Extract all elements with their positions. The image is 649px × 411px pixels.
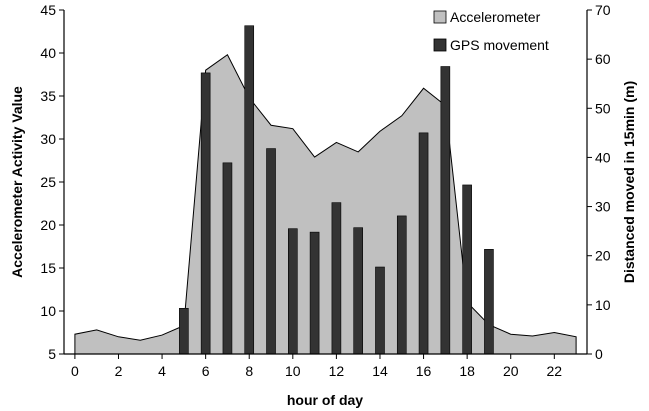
gps-bar [418,132,429,355]
x-tick-label: 4 [158,363,166,379]
y-axis-left-title: Accelerometer Activity Value [9,86,25,278]
legend-label-accelerometer: Accelerometer [450,9,541,25]
gps-bar [309,231,320,355]
x-tick-label: 22 [547,363,563,379]
gps-bar [222,162,233,355]
legend-swatch-accelerometer [433,10,447,24]
y-left-tick-label: 15 [40,260,56,276]
gps-bar [266,148,276,355]
y-right-tick-label: 10 [595,297,611,313]
accelerometer-area [74,53,577,355]
accelerometer-area-layer [74,53,577,355]
gps-bar [440,66,451,355]
y-right-tick-label: 30 [595,199,611,215]
gps-bar-layer [179,25,494,355]
gps-bar [331,202,342,355]
y-left-tick-label: 10 [40,303,56,319]
x-tick-label: 6 [202,363,210,379]
gps-bar [353,227,363,355]
y-left-tick-label: 25 [40,174,56,190]
gps-bar [200,72,211,355]
x-axis-title: hour of day [287,392,363,408]
gps-bar [375,266,385,355]
x-tick-label: 14 [372,363,388,379]
gps-bar [462,184,472,355]
y-left-tick-label: 5 [48,346,56,362]
x-tick-label: 0 [71,363,79,379]
y-right-tick-label: 20 [595,248,611,264]
x-tick-label: 2 [115,363,123,379]
gps-bar [288,228,298,355]
y-left-tick-label: 40 [40,45,56,61]
y-right-tick-label: 0 [595,346,603,362]
x-tick-label: 18 [459,363,475,379]
legend: Accelerometer GPS movement [433,9,549,53]
y-right-tick-label: 50 [595,100,611,116]
y-right-tick-label: 60 [595,51,611,67]
y-right-tick-label: 70 [595,2,611,18]
x-tick-label: 16 [416,363,432,379]
y-left-tick-label: 35 [40,88,56,104]
y-left-tick-label: 20 [40,217,56,233]
y-right-tick-label: 40 [595,149,611,165]
x-tick-label: 8 [245,363,253,379]
x-tick-label: 12 [329,363,345,379]
y-left-tick-label: 30 [40,131,56,147]
legend-label-gps-movement: GPS movement [450,37,549,53]
y-left-tick-label: 45 [40,2,56,18]
gps-bar [244,25,255,355]
gps-bar [484,249,494,355]
y-axis-right-title: Distanced moved in 15min (m) [621,81,637,283]
gps-bar [179,307,189,355]
x-tick-label: 10 [285,363,301,379]
x-tick-label: 20 [503,363,519,379]
gps-bar [396,215,407,355]
legend-swatch-gps-movement [433,38,447,52]
ticks-layer: 0 2 4 6 8 10 12 14 16 18 20 22 5 10 15 20 25 30 35 40 45 0 10 2… [40,2,610,379]
